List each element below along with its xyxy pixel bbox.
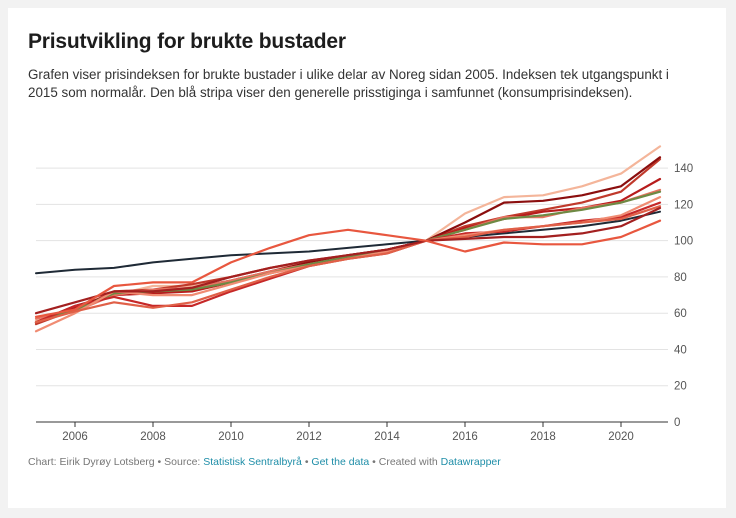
x-axis-labels: 2006 2008 2010 2012 2014 2016 2018 2020 bbox=[62, 422, 634, 443]
y-tick-label: 60 bbox=[674, 308, 687, 320]
x-tick-label: 2006 bbox=[62, 431, 88, 443]
footer-created-prefix: Created with bbox=[378, 456, 438, 468]
datawrapper-link[interactable]: Datawrapper bbox=[440, 456, 501, 468]
x-tick-label: 2018 bbox=[530, 431, 556, 443]
y-tick-label: 100 bbox=[674, 236, 693, 248]
series-line-6 bbox=[34, 190, 662, 324]
source-link[interactable]: Statistisk Sentralbyrå bbox=[203, 456, 302, 468]
series-line-11 bbox=[34, 206, 662, 315]
series-line-7 bbox=[35, 210, 661, 275]
x-tick-label: 2008 bbox=[140, 431, 166, 443]
y-axis-labels: 0 20 40 60 80 100 120 140 bbox=[674, 163, 693, 429]
get-data-link[interactable]: Get the data bbox=[311, 456, 370, 468]
x-tick-label: 2016 bbox=[452, 431, 478, 443]
series-line-3 bbox=[34, 156, 662, 324]
series-line-12 bbox=[34, 219, 662, 318]
footer-author: Chart: Eirik Dyrøy Lotsberg bbox=[28, 456, 155, 468]
chart-card bbox=[8, 8, 726, 508]
x-tick-label: 2014 bbox=[374, 431, 400, 443]
y-tick-label: 0 bbox=[674, 417, 680, 429]
series-line-9 bbox=[34, 196, 662, 333]
y-tick-label: 120 bbox=[674, 199, 693, 211]
series-line-2 bbox=[34, 158, 662, 326]
y-tick-label: 40 bbox=[674, 344, 687, 356]
footer-separator: • bbox=[304, 456, 309, 468]
chart-footer: Chart: Eirik Dyrøy Lotsberg • Source: St… bbox=[28, 456, 501, 468]
series-line-10 bbox=[34, 205, 662, 324]
footer-separator: • bbox=[157, 456, 162, 468]
grid-lines bbox=[36, 167, 668, 423]
x-tick-label: 2010 bbox=[218, 431, 244, 443]
y-tick-label: 80 bbox=[674, 272, 687, 284]
y-tick-label: 140 bbox=[674, 163, 693, 175]
series-lines bbox=[34, 145, 662, 333]
y-tick-label: 20 bbox=[674, 381, 687, 393]
footer-source-prefix: Source: bbox=[164, 456, 201, 468]
chart-subtitle: Grafen viser prisindeksen for brukte bus… bbox=[28, 67, 669, 100]
x-tick-label: 2020 bbox=[608, 431, 634, 443]
chart-title: Prisutvikling for brukte bustader bbox=[28, 30, 346, 53]
x-tick-label: 2012 bbox=[296, 431, 322, 443]
footer-separator: • bbox=[372, 456, 376, 468]
